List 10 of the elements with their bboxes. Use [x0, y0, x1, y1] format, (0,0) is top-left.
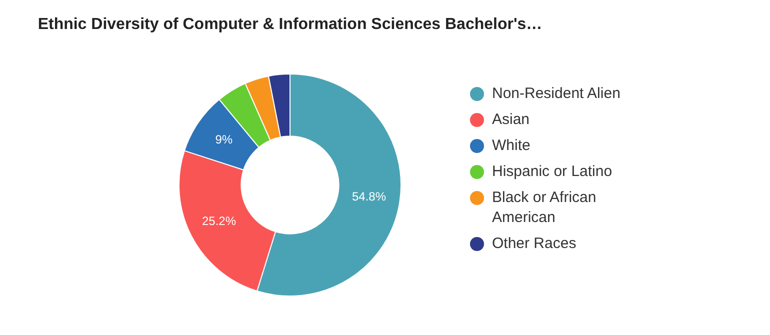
legend-label: Hispanic or Latino — [492, 162, 612, 182]
legend-label: Black or African American — [492, 188, 598, 228]
data-label: 54.8% — [352, 189, 386, 204]
legend-label: White — [492, 136, 530, 156]
legend-label: Asian — [492, 110, 530, 130]
data-label: 9% — [215, 132, 233, 146]
chart-title: Ethnic Diversity of Computer & Information Sciences Bachelor's… — [36, 16, 544, 34]
legend-label: Non-Resident Alien — [492, 84, 620, 104]
data-label: 25.2% — [202, 214, 236, 228]
legend-label: Other Races — [492, 234, 576, 254]
